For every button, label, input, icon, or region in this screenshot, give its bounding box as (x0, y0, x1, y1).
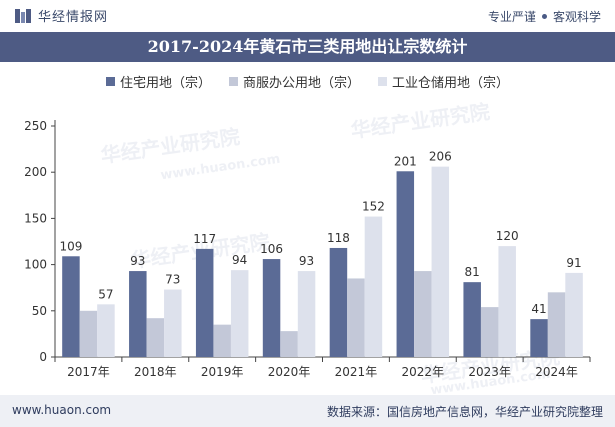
bar (213, 324, 231, 357)
data-label: 201 (394, 154, 417, 168)
legend-label: 住宅用地（宗） (119, 75, 211, 91)
slogan-left: 专业严谨 (487, 10, 536, 24)
x-tick-label: 2019年 (201, 365, 244, 379)
bar (498, 246, 516, 357)
slogan: 专业严谨 客观科学 (488, 8, 601, 25)
huajing-logo-icon (15, 8, 31, 23)
bar (347, 278, 365, 357)
y-tick-label: 100 (24, 258, 47, 272)
x-tick-label: 2023年 (468, 365, 511, 379)
bar (414, 271, 432, 357)
top-bar: 华经情报网 专业严谨 客观科学 (0, 0, 615, 30)
data-label: 81 (465, 265, 480, 279)
bar (79, 310, 98, 357)
footer-website: www.huaon.com (12, 403, 112, 417)
x-tick-label: 2024年 (535, 365, 578, 379)
legend: 住宅用地（宗） 商服办公用地（宗） 工业仓储用地（宗） (0, 70, 615, 92)
bar (431, 166, 450, 357)
x-tick-label: 2021年 (335, 365, 378, 379)
brand: 华经情报网 (14, 6, 108, 25)
bar (280, 331, 298, 357)
legend-swatch (105, 76, 115, 86)
bar (396, 171, 415, 357)
bar (230, 270, 249, 357)
data-label: 91 (566, 256, 581, 270)
bar (62, 256, 80, 357)
slogan-right: 客观科学 (552, 10, 601, 24)
data-label: 152 (362, 200, 385, 214)
data-label: 93 (299, 254, 314, 268)
x-tick-label: 2022年 (402, 365, 445, 379)
footer-source: 数据来源：国信房地产信息网，华经产业研究院整理 (326, 405, 603, 419)
data-label: 109 (59, 239, 82, 253)
y-tick-label: 0 (39, 350, 47, 364)
separator-dot-icon (541, 14, 547, 19)
footer: www.huaon.com 数据来源：国信房地产信息网，华经产业研究院整理 (0, 395, 615, 427)
y-tick-label: 250 (24, 119, 47, 133)
legend-item-industrial: 工业仓储用地（宗） (378, 72, 509, 91)
y-tick-label: 50 (32, 304, 47, 318)
data-label: 94 (232, 253, 247, 267)
bar (329, 247, 348, 357)
bar-chart: 0 50 100 150 200 250 109 57 2017年 93 73 2018年 117 94 2… (24, 119, 591, 379)
bar (547, 292, 566, 357)
legend-item-residential: 住宅用地（宗） (105, 72, 211, 91)
legend-item-commercial: 商服办公用地（宗） (228, 72, 360, 91)
bar (297, 271, 316, 357)
bar (463, 282, 481, 357)
x-tick-label: 2020年 (268, 365, 311, 379)
data-label: 106 (260, 242, 283, 256)
legend-swatch (378, 76, 387, 86)
data-label: 206 (429, 150, 452, 164)
data-label: 41 (531, 302, 546, 316)
data-label: 117 (193, 232, 216, 246)
legend-swatch (228, 76, 238, 86)
bar (530, 319, 548, 357)
y-tick-label: 150 (24, 211, 47, 225)
bar (195, 248, 214, 357)
data-label: 73 (165, 273, 180, 287)
data-label: 118 (327, 231, 350, 245)
bar (364, 216, 383, 357)
data-label: 93 (130, 254, 145, 268)
bar (262, 259, 281, 357)
bar (565, 272, 583, 357)
data-label: 120 (496, 229, 519, 243)
title-bar: 2017-2024年黄石市三类用地出让宗数统计 (0, 32, 615, 62)
x-tick-label: 2018年 (134, 365, 177, 379)
y-tick-label: 200 (24, 165, 47, 179)
bar (164, 289, 182, 357)
x-tick-label: 2017年 (67, 365, 110, 379)
bar (129, 271, 147, 357)
legend-label: 商服办公用地（宗） (242, 75, 360, 91)
legend-label: 工业仓储用地（宗） (392, 75, 510, 91)
bar (97, 304, 115, 357)
bar (480, 307, 499, 357)
brand-name: 华经情报网 (38, 10, 109, 25)
bar (146, 318, 165, 357)
chart-title: 2017-2024年黄石市三类用地出让宗数统计 (147, 37, 468, 56)
data-label: 57 (98, 287, 113, 301)
